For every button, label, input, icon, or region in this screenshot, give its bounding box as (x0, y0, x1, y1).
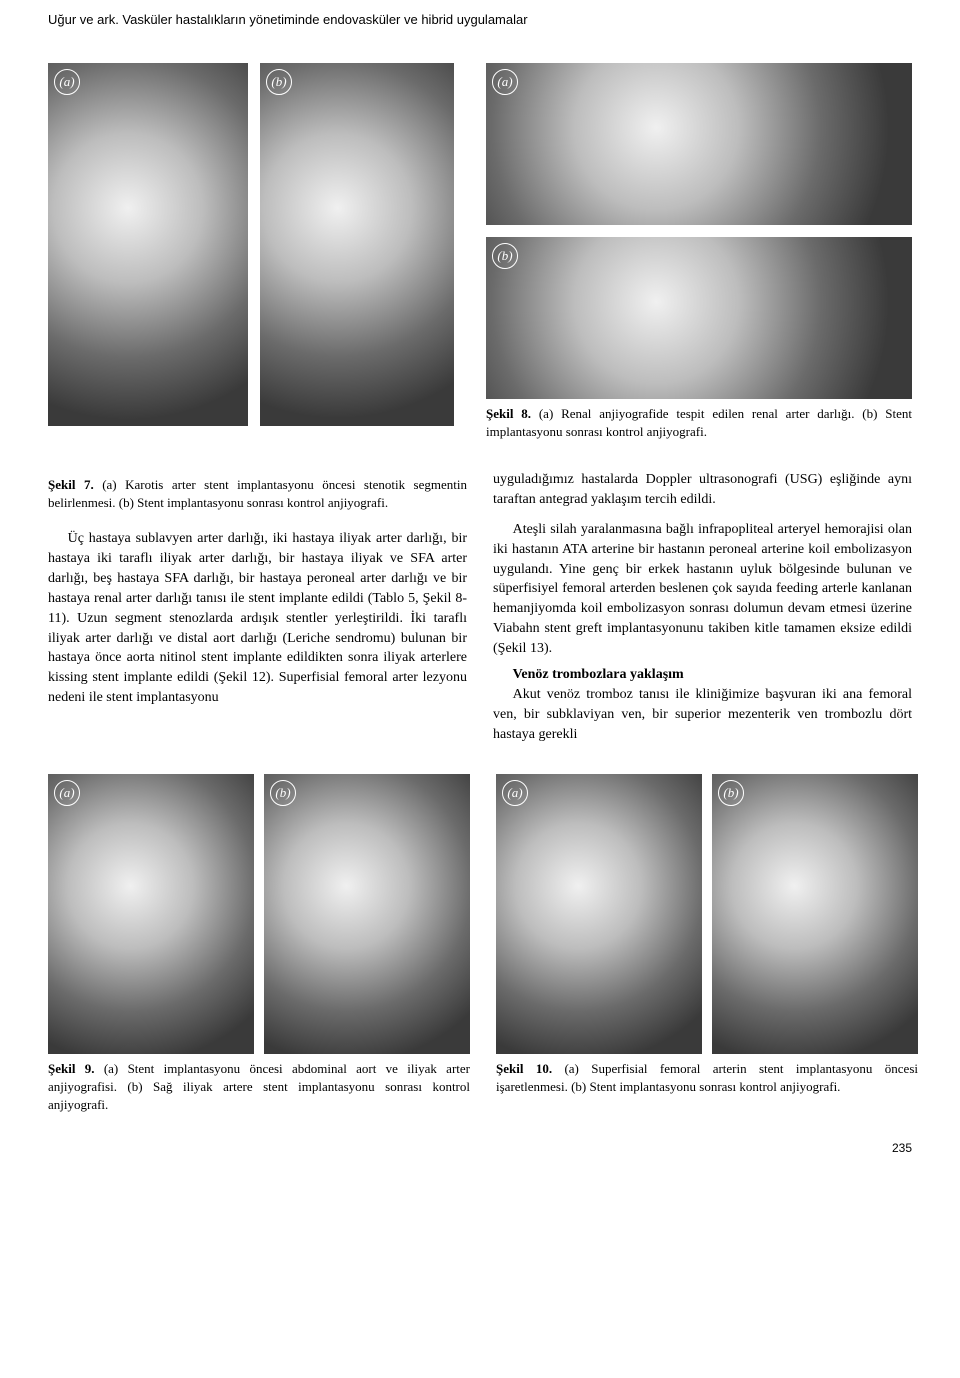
figure-8-number: Şekil 8. (486, 406, 531, 421)
body-paragraph: uyguladığımız hastalarda Doppler ultraso… (493, 470, 912, 510)
angiogram-image (260, 63, 454, 426)
figure-8-caption: Şekil 8. (a) Renal anjiyografide tespit … (486, 405, 912, 440)
subfig-label-b: (b) (492, 243, 518, 269)
angiogram-image (496, 774, 702, 1054)
running-head: Uğur ve ark. Vasküler hastalıkların yöne… (48, 12, 912, 27)
figure-8b: (b) (486, 237, 912, 399)
angiogram-image (486, 63, 912, 225)
top-figure-row: (a) (b) (a) (b) Şekil 8. (a) Renal anjiy… (48, 63, 912, 440)
figure-9-caption: Şekil 9. (a) Stent implantasyonu öncesi … (48, 1060, 470, 1113)
figure-10-caption-text: (a) Superfisial femoral arterin stent im… (496, 1061, 918, 1094)
figure-7: (a) (b) (48, 63, 460, 426)
figure-7a: (a) (48, 63, 248, 426)
body-text-columns: Şekil 7. (a) Karotis arter stent implant… (48, 470, 912, 744)
figure-10-number: Şekil 10. (496, 1061, 552, 1076)
figure-8-caption-text: (a) Renal anjiyografide tespit edilen re… (486, 406, 912, 439)
figure-9b: (b) (264, 774, 470, 1054)
subfig-label-a: (a) (54, 69, 80, 95)
figure-7-caption-text: (a) Karotis arter stent implantasyonu ön… (48, 477, 467, 510)
figure-7b: (b) (260, 63, 454, 426)
right-column: uyguladığımız hastalarda Doppler ultraso… (493, 470, 912, 744)
bottom-figure-row: (a) (b) Şekil 9. (a) Stent implantasyonu… (48, 774, 912, 1113)
figure-9: (a) (b) Şekil 9. (a) Stent implantasyonu… (48, 774, 470, 1113)
angiogram-image (264, 774, 470, 1054)
page-number: 235 (48, 1141, 912, 1155)
angiogram-image (486, 237, 912, 399)
figure-10: (a) (b) Şekil 10. (a) Superfisial femora… (496, 774, 918, 1113)
figure-10-caption: Şekil 10. (a) Superfisial femoral arteri… (496, 1060, 918, 1095)
figure-9-number: Şekil 9. (48, 1061, 95, 1076)
body-paragraph: Akut venöz tromboz tanısı ile kliniğimiz… (493, 685, 912, 745)
subfig-label-a: (a) (492, 69, 518, 95)
figure-7-caption: Şekil 7. (a) Karotis arter stent implant… (48, 476, 467, 511)
left-column: Şekil 7. (a) Karotis arter stent implant… (48, 470, 467, 744)
section-subhead: Venöz trombozlara yaklaşım (493, 665, 912, 685)
figure-10a: (a) (496, 774, 702, 1054)
figure-9a: (a) (48, 774, 254, 1054)
figure-9-caption-text: (a) Stent implantasyonu öncesi abdominal… (48, 1061, 470, 1111)
angiogram-image (48, 774, 254, 1054)
figure-10b: (b) (712, 774, 918, 1054)
subfig-label-b: (b) (266, 69, 292, 95)
figure-7-number: Şekil 7. (48, 477, 94, 492)
angiogram-image (48, 63, 248, 426)
body-paragraph: Üç hastaya sublavyen arter darlığı, iki … (48, 529, 467, 708)
figure-8: (a) (b) Şekil 8. (a) Renal anjiyografide… (486, 63, 912, 440)
body-paragraph: Ateşli silah yaralanmasına bağlı infrapo… (493, 520, 912, 659)
figure-8a: (a) (486, 63, 912, 225)
angiogram-image (712, 774, 918, 1054)
